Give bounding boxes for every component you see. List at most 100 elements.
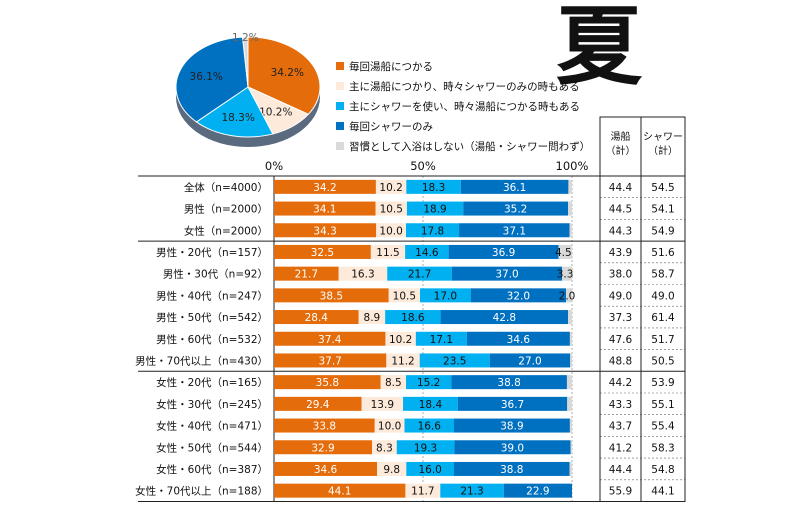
bar-value-label: 27.0 (518, 355, 541, 367)
bar-value-label: 32.5 (311, 247, 334, 259)
row-label: 女性・60代（n=387） (156, 463, 268, 476)
bar-segment (451, 375, 567, 390)
bar-segment (403, 396, 458, 411)
table-cell-bath: 44.5 (609, 204, 632, 216)
bar-segment (569, 418, 572, 433)
bar-value-label: 37.1 (503, 225, 526, 237)
table-cell-bath: 37.3 (609, 312, 632, 324)
row-label: 全体（n=4000） (184, 181, 268, 194)
bar-value-label: 10.2 (389, 334, 412, 346)
stacked-bar-chart: 0% 50% 100% 全体（n=4000） 34.2 10.2 18.3 36.1 男性（n=… (135, 159, 685, 502)
bar-value-label: 10.0 (379, 225, 402, 237)
table-cell-shower: 61.4 (651, 312, 675, 324)
bar-segment (568, 310, 572, 325)
bar-segment (569, 461, 572, 476)
bar-segment (503, 483, 572, 498)
pie-slice-label: 18.3% (221, 112, 254, 124)
bar-value-label: 17.1 (430, 334, 453, 346)
bar-value-label: 36.9 (492, 247, 515, 259)
bar-segment (380, 375, 407, 390)
bar-segment (558, 244, 572, 259)
bar-value-label: 18.6 (401, 312, 425, 324)
bar-segment (388, 288, 421, 303)
bar-segment (385, 331, 416, 346)
bar-segment (567, 396, 572, 411)
bar-segment (274, 375, 381, 390)
bar-segment (566, 375, 572, 390)
pie-slice (195, 86, 274, 138)
bar-value-label: 21.3 (460, 486, 483, 498)
bar-value-label: 38.5 (320, 290, 343, 302)
table-cell-shower: 51.6 (651, 247, 675, 259)
bar-segment (415, 331, 467, 346)
bar-segment (274, 266, 339, 281)
bar-segment (406, 461, 454, 476)
bar-segment (440, 483, 504, 498)
summary-table: 湯船（計）シャワー（計）44.4 54.544.5 54.144.3 54.943.9… (599, 116, 686, 502)
bar-segment (419, 353, 490, 368)
bar-segment (454, 440, 571, 455)
table-cell-shower: 54.5 (651, 182, 674, 194)
pie-chart: 34.2% 10.2% 18.3% 36.1% 1.2% (175, 32, 321, 147)
legend-swatch (336, 102, 344, 110)
bar-value-label: 35.8 (316, 377, 339, 389)
bar-value-label: 38.8 (500, 464, 523, 476)
row-label: 女性・20代（n=165） (156, 376, 268, 389)
bar-segment (274, 201, 376, 216)
x-tick-label: 100% (556, 159, 589, 173)
bar-segment (386, 353, 420, 368)
bar-segment (274, 418, 375, 433)
row-label: 女性・70代以上（n=188） (135, 485, 268, 498)
bar-value-label: 14.6 (415, 247, 439, 259)
table-cell-shower: 49.0 (651, 290, 674, 302)
row-label: 女性（n=2000） (184, 224, 268, 237)
pie-slice (242, 36, 249, 88)
x-tick-label: 0% (265, 159, 283, 173)
table-cell-shower: 54.9 (651, 225, 674, 237)
table-cell-bath: 49.0 (609, 290, 632, 302)
bar-segment (466, 331, 570, 346)
pie-slice-label: 10.2% (259, 106, 292, 118)
bar-value-label: 34.3 (313, 225, 336, 237)
table-cell-shower: 55.1 (651, 399, 674, 411)
bar-value-label: 33.8 (313, 421, 336, 433)
row-label: 男性・60代（n=532） (156, 333, 268, 346)
legend-item: 主に湯船につかり、時々シャワーのみの時もある (336, 76, 590, 96)
bar-segment (385, 310, 441, 325)
bar-value-label: 8.3 (376, 442, 393, 454)
bar-value-label: 2.0 (559, 290, 576, 302)
legend-label: 主にシャワーを使い、時々湯船につかる時もある (349, 100, 580, 113)
bar-value-label: 39.0 (501, 442, 524, 454)
row-label: 男性・20代（n=157） (156, 246, 268, 259)
bar-segment (460, 179, 569, 194)
bar-segment (489, 353, 571, 368)
bar-segment (375, 201, 407, 216)
table-cell-bath: 43.9 (609, 247, 632, 259)
table-cell-shower: 53.9 (651, 377, 674, 389)
bar-segment (274, 483, 406, 498)
pie-slice-label: 34.2% (271, 67, 304, 79)
bar-value-label: 32.0 (507, 290, 530, 302)
bar-segment (453, 461, 570, 476)
legend-swatch (336, 142, 344, 150)
bar-segment (451, 266, 563, 281)
bar-segment (406, 179, 461, 194)
bar-segment (566, 288, 572, 303)
bar-value-label: 29.4 (306, 399, 330, 411)
legend-label: 主に湯船につかり、時々シャワーのみの時もある (349, 80, 580, 93)
bar-value-label: 11.5 (376, 247, 399, 259)
bar-value-label: 19.3 (414, 442, 437, 454)
bar-value-label: 38.8 (497, 377, 520, 389)
bar-value-label: 34.2 (313, 182, 336, 194)
legend-item: 毎回湯船につかる (336, 56, 590, 76)
bar-value-label: 35.2 (504, 204, 527, 216)
legend-swatch (336, 122, 344, 130)
bar-value-label: 18.3 (422, 182, 445, 194)
bar-value-label: 37.0 (495, 269, 518, 281)
bar-segment (406, 201, 464, 216)
bar-value-label: 44.1 (328, 486, 351, 498)
table-cell-bath: 55.9 (609, 486, 632, 498)
bar-segment (274, 244, 371, 259)
table-header: シャワー (643, 132, 683, 143)
bar-segment (358, 310, 386, 325)
